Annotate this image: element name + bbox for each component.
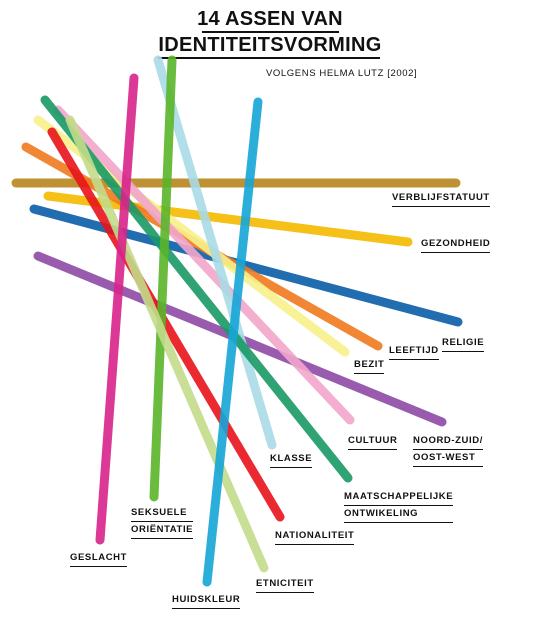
- axis-label-line: BEZIT: [354, 357, 385, 374]
- axis-label-maatschappelijke-ontwikkeling: MAATSCHAPPELIJKE ONTWIKELING: [344, 489, 454, 523]
- axis-label-line: ETNICITEIT: [256, 576, 314, 593]
- axis-line-seksuele-orientatie: [149, 55, 177, 502]
- axis-label-line: ONTWIKELING: [344, 506, 454, 523]
- axis-label-line: GESLACHT: [70, 550, 128, 567]
- axis-label-leeftijd: LEEFTIJD: [389, 343, 439, 360]
- axis-line-huidskleur: [202, 97, 263, 587]
- axis-label-bezit: BEZIT: [354, 357, 385, 374]
- axis-line-geslacht: [95, 73, 139, 545]
- axis-label-huidskleur: HUIDSKLEUR: [172, 592, 241, 609]
- axis-label-line: NOORD-ZUID/: [413, 433, 483, 450]
- title-line-2-underline: [158, 57, 380, 59]
- axis-label-noord-zuid: NOORD-ZUID/OOST-WEST: [413, 433, 483, 467]
- axis-label-line: ORIËNTATIE: [131, 522, 194, 539]
- axis-line-maatschappelijke-ontwikkeling: [40, 95, 353, 483]
- axis-line-nationaliteit: [47, 127, 285, 522]
- axis-label-geslacht: GESLACHT: [70, 550, 128, 567]
- axis-label-line: KLASSE: [270, 451, 313, 468]
- axis-label-religie: RELIGIE: [442, 335, 485, 352]
- axis-label-seksuele-orientatie: SEKSUELE ORIËNTATIE: [131, 505, 194, 539]
- axis-label-etniciteit: ETNICITEIT: [256, 576, 314, 593]
- axis-label-line: NATIONALITEIT: [275, 528, 355, 545]
- axis-label-verblijfstatuut: VERBLIJFSTATUUT: [392, 190, 490, 207]
- axis-label-line: LEEFTIJD: [389, 343, 439, 360]
- axis-label-klasse: KLASSE: [270, 451, 313, 468]
- axis-label-line: VERBLIJFSTATUUT: [392, 190, 490, 207]
- axis-label-line: OOST-WEST: [413, 450, 483, 467]
- axis-line-etniciteit: [65, 115, 269, 573]
- axis-line-cultuur: [53, 105, 355, 425]
- axis-label-line: CULTUUR: [348, 433, 398, 450]
- axis-label-nationaliteit: NATIONALITEIT: [275, 528, 355, 545]
- axis-label-cultuur: CULTUUR: [348, 433, 398, 450]
- title-line-1: 14 ASSEN VAN: [197, 8, 343, 30]
- axis-label-line: HUIDSKLEUR: [172, 592, 241, 609]
- title-line-1-underline: [202, 31, 339, 33]
- subtitle: VOLGENS HELMA LUTZ [2002]: [266, 68, 418, 79]
- axis-label-line: RELIGIE: [442, 335, 485, 352]
- axis-label-line: MAATSCHAPPELIJKE: [344, 489, 454, 506]
- axis-label-gezondheid: GEZONDHEID: [421, 236, 491, 253]
- axis-label-line: SEKSUELE: [131, 505, 194, 522]
- axis-label-line: GEZONDHEID: [421, 236, 491, 253]
- title-line-2: IDENTITEITSVORMING: [158, 34, 382, 56]
- axis-line-klasse: [153, 55, 277, 450]
